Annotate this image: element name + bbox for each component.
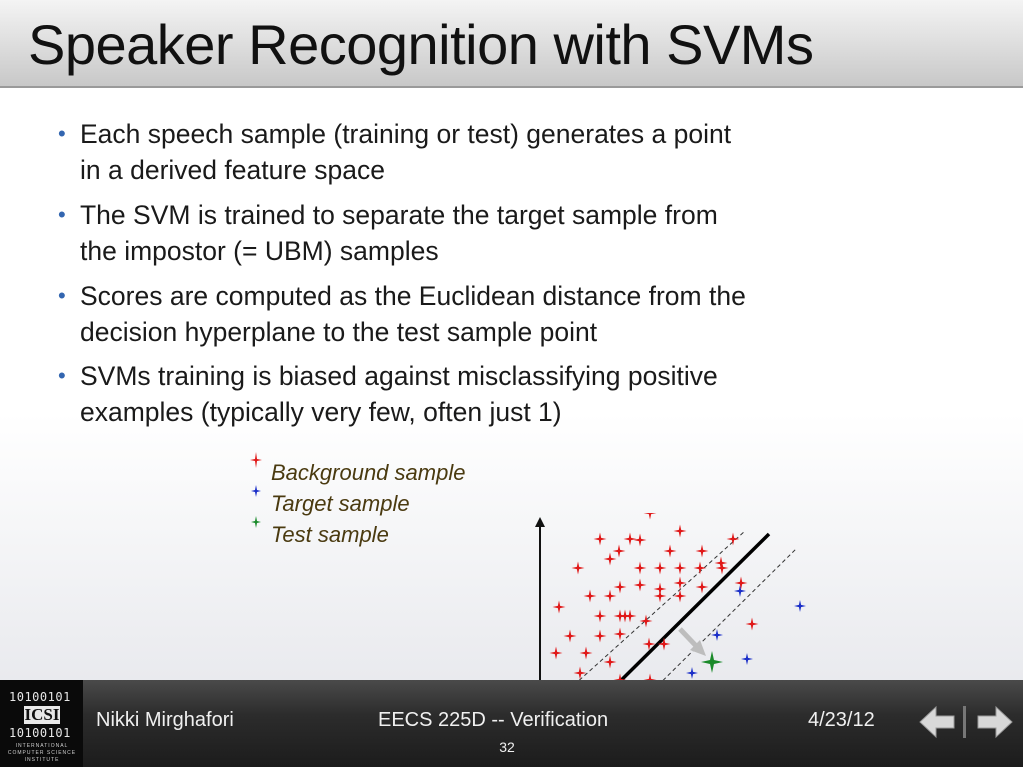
background-sample-point [633, 578, 647, 592]
background-sample-point [593, 609, 607, 623]
background-sample-point [695, 544, 709, 558]
bullet-text: in a derived feature space [80, 155, 385, 185]
test-sample-point [701, 651, 723, 673]
background-sample-point [549, 646, 563, 660]
legend-label: Background sample [271, 460, 466, 485]
background-sample-point [639, 614, 653, 628]
icsi-logo: 10100101 ICSI 10100101 INTERNATIONAL COM… [0, 680, 83, 767]
background-sample-point [579, 646, 593, 660]
arrow-right-icon[interactable] [974, 704, 1014, 740]
background-sample-point [734, 576, 748, 590]
background-sample-point [573, 666, 587, 680]
background-sample-point [695, 580, 709, 594]
background-sample-point [603, 655, 617, 669]
margin-line-lower [627, 548, 797, 716]
background-sample-point [552, 600, 566, 614]
bullet-text: examples (typically very few, often just… [80, 397, 562, 427]
background-sample-point [593, 532, 607, 546]
bullet-dot: • [58, 283, 66, 308]
arrow-left-icon[interactable] [918, 704, 958, 740]
footer-date: 4/23/12 [808, 709, 875, 731]
legend-item-background: Background sample [245, 452, 525, 488]
bullet-text: The SVM is trained to separate the targe… [80, 200, 718, 230]
background-sample-icon [250, 452, 262, 468]
background-sample-point [673, 589, 687, 603]
background-sample-point [583, 589, 597, 603]
distance-arrowhead [690, 640, 706, 656]
bullet-text: Each speech sample (training or test) ge… [80, 119, 732, 149]
background-sample-point [603, 552, 617, 566]
background-sample-point [693, 561, 707, 575]
legend-item-target: Target sample [245, 485, 525, 519]
bullet-text: Scores are computed as the Euclidean dis… [80, 281, 746, 311]
background-sample-point [593, 629, 607, 643]
target-sample-point [741, 653, 753, 665]
background-sample-point [612, 544, 626, 558]
background-sample-point [653, 582, 667, 596]
background-sample-point [633, 561, 647, 575]
legend-label: Target sample [271, 491, 410, 516]
background-sample-point [726, 532, 740, 546]
background-sample-point [663, 544, 677, 558]
background-sample-point [653, 561, 667, 575]
y-axis-arrowhead [535, 517, 545, 527]
background-sample-point [653, 589, 667, 603]
legend-label: Test sample [271, 522, 389, 547]
slide-content: • Each speech sample (training or test) … [0, 88, 1023, 753]
bullet-dot: • [58, 202, 66, 227]
background-sample-point [673, 524, 687, 538]
background-sample-point [745, 617, 759, 631]
background-sample-point [623, 532, 637, 546]
background-sample-point [633, 533, 647, 547]
background-sample-point [673, 561, 687, 575]
target-sample-icon [251, 485, 261, 497]
background-sample-point [603, 589, 617, 603]
slide-title: Speaker Recognition with SVMs [28, 13, 814, 76]
footer-course: EECS 225D -- Verification [378, 709, 609, 731]
footer-author: Nikki Mirghafori [96, 709, 234, 731]
test-sample-icon [251, 516, 261, 528]
legend-item-test: Test sample [245, 516, 525, 550]
background-sample-point [673, 576, 687, 590]
background-sample-point [643, 513, 657, 520]
target-sample-point [794, 600, 806, 612]
background-sample-point [623, 609, 637, 623]
bullet-dot: • [58, 121, 66, 146]
bullet-text: decision hyperplane to the test sample p… [80, 317, 598, 347]
background-sample-point [714, 556, 728, 570]
background-sample-point [613, 627, 627, 641]
background-sample-point [563, 629, 577, 643]
margin-line-upper [573, 530, 746, 686]
bullet-text: SVMs training is biased against misclass… [80, 361, 718, 391]
background-sample-point [642, 637, 656, 651]
nav-divider [963, 706, 966, 738]
footer: 10100101 ICSI 10100101 INTERNATIONAL COM… [0, 680, 1023, 767]
background-sample-point [657, 637, 671, 651]
page-number: 32 [499, 739, 515, 755]
background-sample-point [715, 561, 729, 575]
target-sample-point [686, 667, 698, 679]
background-sample-point [613, 580, 627, 594]
target-sample-point [711, 629, 723, 641]
target-sample-point [734, 585, 746, 597]
title-bar: Speaker Recognition with SVMs [0, 0, 1023, 88]
bullet-dot: • [58, 363, 66, 388]
background-sample-point [571, 561, 585, 575]
bullet-text: the impostor (= UBM) samples [80, 236, 439, 266]
